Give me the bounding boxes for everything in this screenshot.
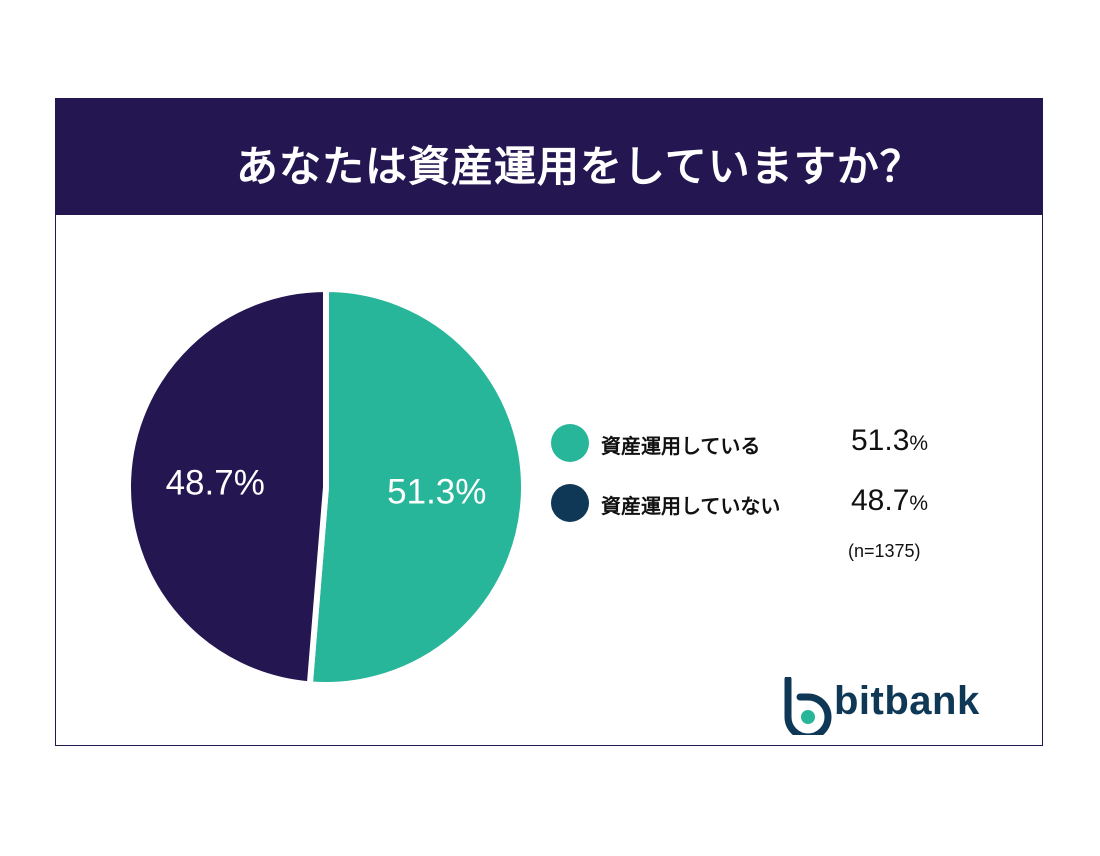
bitbank-logo-icon: [784, 675, 832, 741]
bitbank-logo-text: bitbank: [834, 679, 980, 723]
pie-slice-investing: [306, 286, 527, 688]
page-title: あなたは資産運用をしていますか？: [236, 142, 923, 191]
legend-value-investing: 51.3%: [851, 424, 929, 457]
legend-label-not-investing: 資産運用していない: [601, 494, 781, 518]
pie-label-investing: 51.3%: [387, 473, 486, 512]
header-banner: あなたは資産運用をしていますか？: [56, 99, 1042, 215]
legend-value-not-investing: 48.7%: [851, 484, 929, 517]
survey-card: あなたは資産運用をしていますか？ 51.3% 48.7% 資産運用している 51.…: [55, 98, 1043, 746]
pie-chart: 51.3% 48.7%: [125, 286, 527, 688]
legend-swatch-investing: [551, 424, 589, 462]
legend-item-investing: 資産運用している 51.3%: [551, 424, 971, 484]
legend-label-investing: 資産運用している: [601, 434, 761, 458]
pie-label-not-investing: 48.7%: [166, 463, 265, 502]
pie-slice-not-investing: [125, 286, 329, 688]
legend-item-not-investing: 資産運用していない 48.7%: [551, 484, 971, 544]
sample-size-note: (n=1375): [848, 541, 921, 561]
legend: 資産運用している 51.3% 資産運用していない 48.7%: [551, 424, 971, 544]
legend-swatch-not-investing: [551, 484, 589, 522]
bitbank-logo: bitbank: [782, 675, 1002, 741]
